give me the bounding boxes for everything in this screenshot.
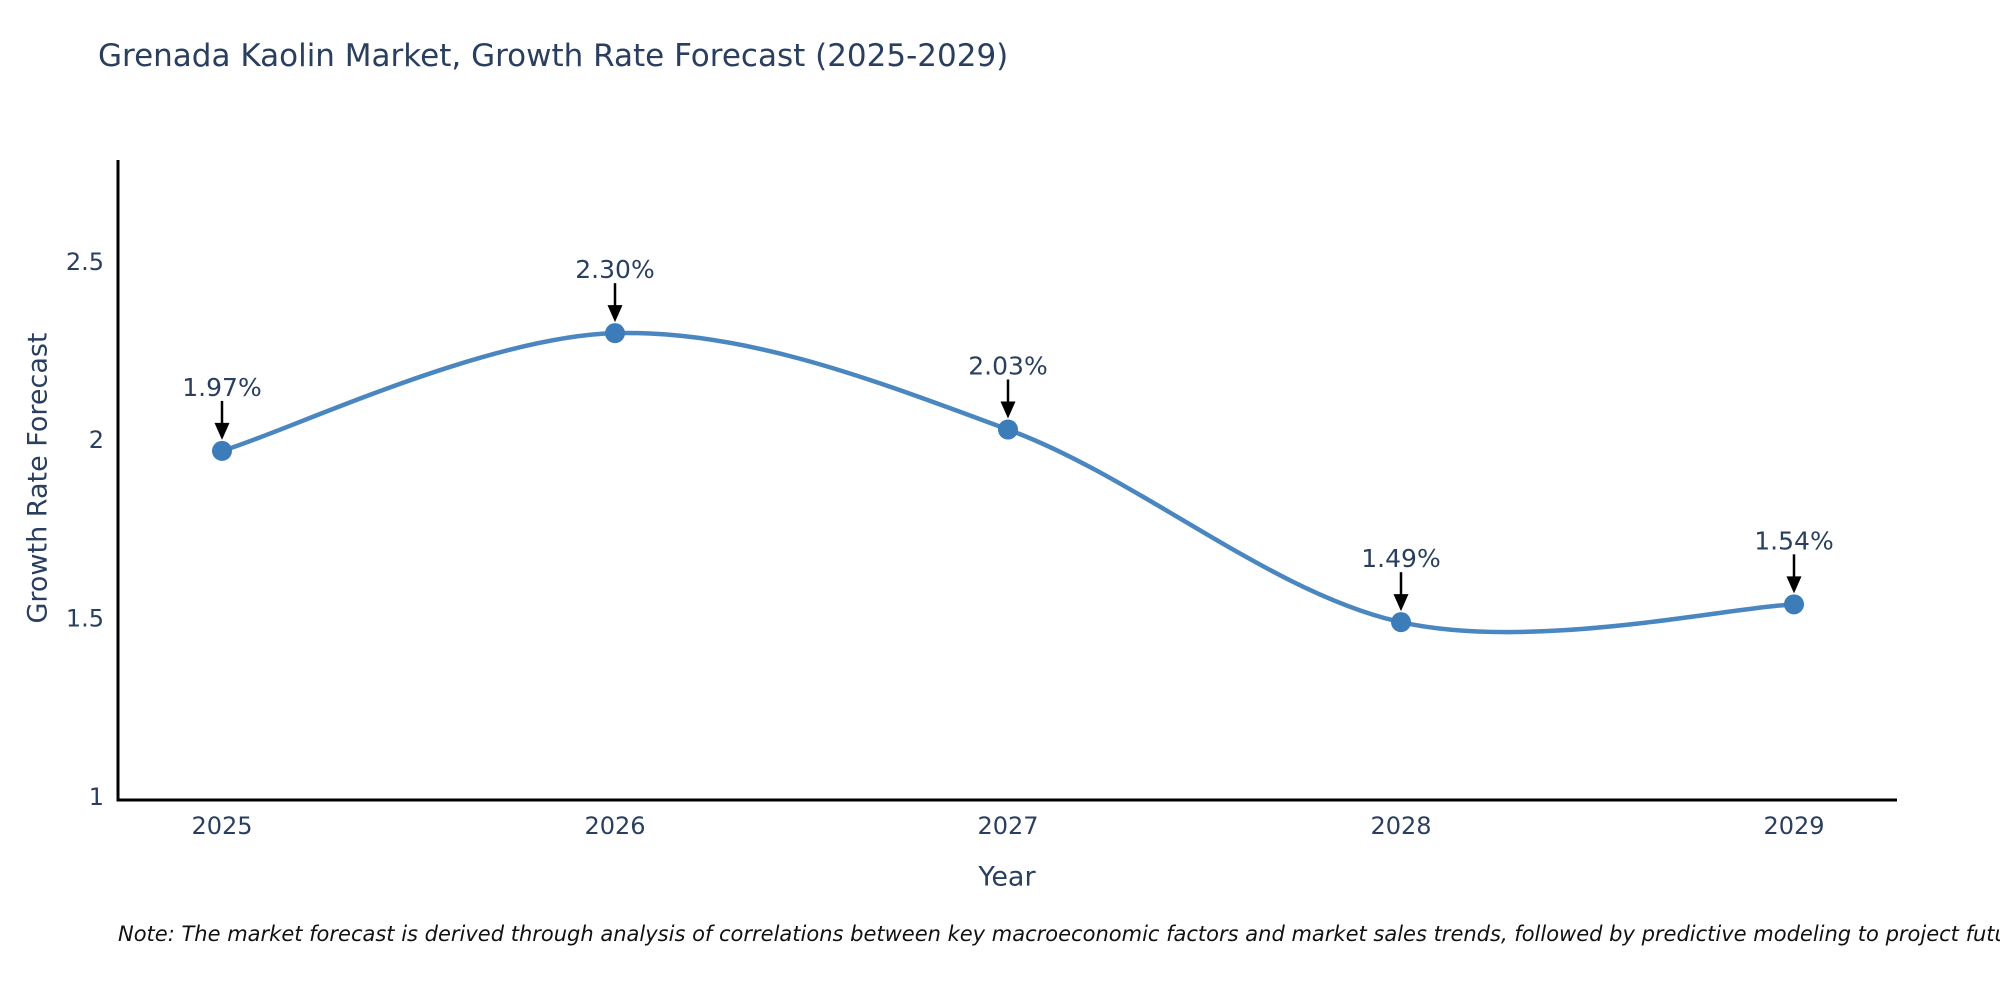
annotation-label: 2.03% xyxy=(968,351,1047,380)
x-axis-title: Year xyxy=(978,861,1036,893)
annotation-arrowhead-icon xyxy=(1393,594,1409,612)
x-tick-label: 2026 xyxy=(584,812,645,840)
data-point-marker[interactable] xyxy=(1391,612,1411,633)
x-tick-label: 2027 xyxy=(977,812,1038,840)
annotation-label: 1.49% xyxy=(1361,544,1440,573)
annotation-label: 1.54% xyxy=(1754,526,1833,555)
data-point-marker[interactable] xyxy=(998,419,1018,440)
y-tick-label: 2 xyxy=(89,426,104,454)
y-tick-label: 1 xyxy=(89,783,104,811)
annotation-arrowhead-icon xyxy=(607,305,623,323)
data-point-marker[interactable] xyxy=(605,323,625,344)
annotation-label: 2.30% xyxy=(575,255,654,284)
x-tick-label: 2029 xyxy=(1763,812,1824,840)
data-point-marker[interactable] xyxy=(1784,594,1804,615)
annotation-arrowhead-icon xyxy=(1000,401,1016,419)
annotation-arrowhead-icon xyxy=(214,422,230,440)
y-tick-label: 2.5 xyxy=(66,248,104,276)
annotation-label: 1.97% xyxy=(182,373,261,402)
annotation-arrowhead-icon xyxy=(1786,576,1802,594)
data-point-marker[interactable] xyxy=(212,440,232,461)
axis-line xyxy=(116,160,1897,802)
chart-title: Grenada Kaolin Market, Growth Rate Forec… xyxy=(98,38,1009,74)
footnote: Note: The market forecast is derived thr… xyxy=(118,922,2000,946)
x-tick-label: 2028 xyxy=(1370,812,1431,840)
x-tick-label: 2025 xyxy=(191,812,252,840)
y-tick-label: 1.5 xyxy=(66,605,104,633)
